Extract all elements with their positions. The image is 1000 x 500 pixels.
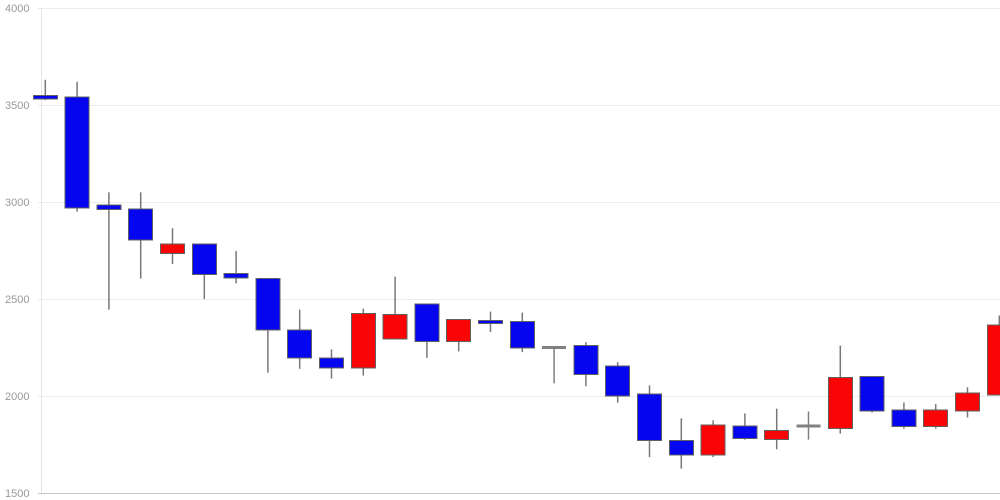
candle — [732, 413, 758, 440]
candle-body — [605, 365, 631, 397]
candle-body — [446, 318, 472, 343]
candle — [32, 79, 58, 101]
candle — [191, 243, 217, 299]
candle-body — [319, 357, 344, 369]
candle-body — [668, 440, 694, 456]
y-axis-tick-label: 2000 — [5, 391, 29, 403]
candle-body — [986, 324, 1000, 396]
candle — [986, 315, 1000, 396]
candle — [796, 411, 821, 440]
candle-body — [796, 424, 821, 428]
candle-body — [382, 314, 408, 340]
candle-body — [128, 208, 154, 241]
candle — [891, 402, 917, 429]
candle — [542, 346, 567, 384]
candle — [764, 408, 790, 450]
candle — [350, 308, 376, 376]
candle — [573, 342, 599, 387]
candle-body — [160, 243, 185, 254]
candle — [478, 311, 503, 332]
candle-body — [350, 313, 376, 369]
candle-body — [764, 429, 790, 441]
candle — [923, 404, 949, 429]
candle-body — [542, 346, 567, 349]
candle-body — [827, 376, 853, 430]
y-axis-tick-label: 4000 — [5, 3, 29, 15]
candle-body — [191, 243, 217, 275]
candle-body — [700, 424, 726, 456]
candle-body — [955, 392, 980, 412]
candle-body — [732, 425, 758, 439]
candle — [414, 303, 440, 358]
y-axis-tick-label: 1500 — [5, 488, 29, 500]
candle — [955, 387, 980, 418]
candle — [827, 345, 853, 434]
candle — [668, 418, 694, 469]
candle — [160, 228, 185, 265]
candle — [223, 250, 249, 284]
candle-body — [64, 96, 90, 209]
candle-body — [637, 393, 662, 442]
candle — [637, 385, 662, 458]
candle — [509, 312, 535, 353]
candle-body — [923, 409, 949, 428]
candle-body — [287, 329, 313, 359]
candle-body — [859, 376, 885, 412]
candle-body — [32, 94, 58, 100]
candle-body — [414, 303, 440, 343]
candle — [446, 318, 472, 352]
candle-body — [573, 345, 599, 376]
candle-body — [478, 319, 503, 324]
candle-body — [223, 272, 249, 279]
candle-body — [509, 320, 535, 349]
candle-body — [96, 204, 122, 210]
candle — [700, 420, 726, 458]
candle — [128, 192, 154, 279]
candle — [96, 192, 122, 310]
candle-body — [891, 409, 917, 428]
candle — [382, 276, 408, 340]
candle — [255, 278, 281, 373]
candle-body — [255, 278, 281, 331]
y-axis-tick-label: 3000 — [5, 197, 29, 209]
candle — [605, 362, 631, 403]
candle — [287, 309, 313, 369]
candle — [64, 81, 90, 212]
candle — [319, 349, 344, 379]
y-axis-tick-label: 3500 — [5, 100, 29, 112]
y-axis-tick-label: 2500 — [5, 294, 29, 306]
candle — [859, 376, 885, 413]
